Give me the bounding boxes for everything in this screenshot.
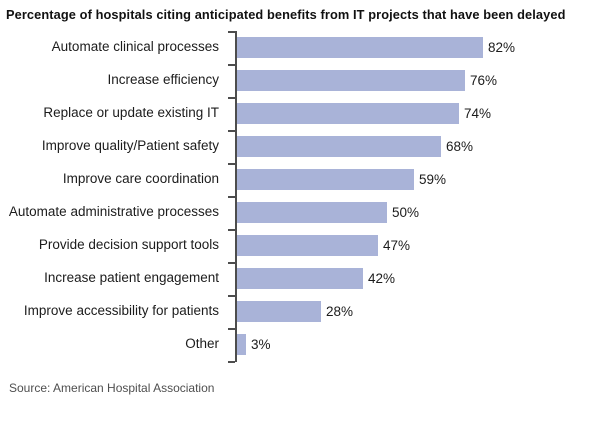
bar [237,169,414,190]
bar-area: 42% [237,262,600,295]
y-axis-line [235,31,237,362]
bar-area: 68% [237,130,600,163]
category-label: Increase patient engagement [44,270,219,286]
bar-row: Increase efficiency 76% [0,64,600,97]
category-label: Provide decision support tools [38,237,219,253]
bar-row: Improve quality/Patient safety 68% [0,130,600,163]
bar [237,37,483,58]
value-label: 82% [488,40,516,55]
source-note: Source: American Hospital Association [9,381,215,395]
bar-row: Increase patient engagement 42% [0,262,600,295]
bar [237,301,321,322]
value-label: 68% [446,139,474,154]
bar-area: 82% [237,31,600,64]
category-label: Improve quality/Patient safety [41,138,219,154]
bar-chart: Automate clinical processes 82% Increase… [0,31,600,363]
bar [237,268,363,289]
bar-area: 76% [237,64,600,97]
axis-tick [228,97,235,99]
bar [237,103,459,124]
bar-row: Improve accessibility for patients 28% [0,295,600,328]
axis-tick [228,196,235,198]
axis-tick [228,130,235,132]
bar-area: 50% [237,196,600,229]
bar-row: Automate clinical processes 82% [0,31,600,64]
bar [237,136,441,157]
bar-area: 28% [237,295,600,328]
category-label: Increase efficiency [107,72,219,88]
bar-area: 3% [237,328,600,361]
bar [237,70,465,91]
axis-tick [228,295,235,297]
axis-tick [228,64,235,66]
category-label: Automate administrative processes [8,204,219,220]
bar [237,334,246,355]
value-label: 47% [383,238,411,253]
bar-area: 59% [237,163,600,196]
bar [237,202,387,223]
bar-row: Replace or update existing IT 74% [0,97,600,130]
value-label: 74% [464,106,492,121]
axis-tick [228,361,235,363]
value-label: 50% [392,205,420,220]
axis-tick [228,31,235,33]
category-label: Replace or update existing IT [43,105,219,121]
value-label: 3% [251,337,271,352]
value-label: 76% [470,73,498,88]
bar-row: Automate administrative processes 50% [0,196,600,229]
axis-tick [228,262,235,264]
value-label: 28% [326,304,354,319]
bar-row: Other 3% [0,328,600,361]
value-label: 42% [368,271,396,286]
category-label: Automate clinical processes [51,39,219,55]
bar-area: 47% [237,229,600,262]
bar-row: Provide decision support tools 47% [0,229,600,262]
chart-title: Percentage of hospitals citing anticipat… [6,7,566,22]
axis-tick [228,163,235,165]
bar-area: 74% [237,97,600,130]
value-label: 59% [419,172,447,187]
category-label: Other [185,336,219,352]
bar [237,235,378,256]
category-label: Improve care coordination [62,171,219,187]
category-label: Improve accessibility for patients [23,303,219,319]
axis-tick [228,229,235,231]
bar-row: Improve care coordination 59% [0,163,600,196]
axis-tick [228,328,235,330]
